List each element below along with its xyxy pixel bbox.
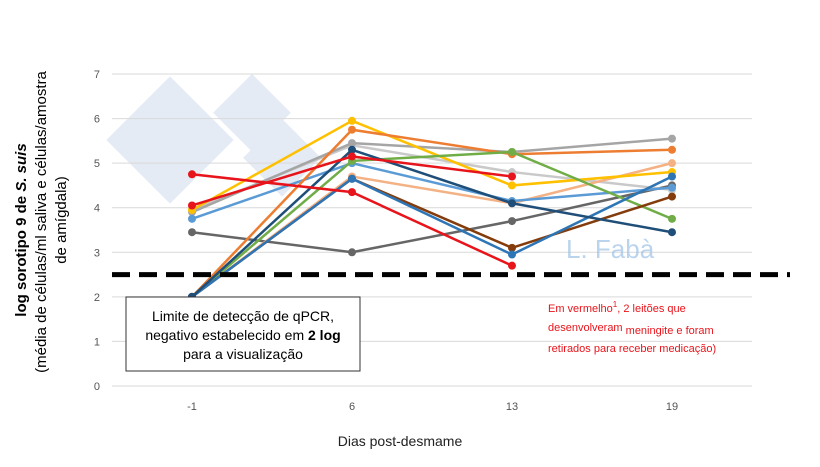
x-tick-label: 19 <box>666 401 678 413</box>
series-line <box>191 119 673 212</box>
data-point <box>348 116 356 125</box>
y-axis-subtitle: (média de células/ml saliva e células/am… <box>33 70 50 372</box>
data-point <box>188 228 196 237</box>
x-axis-title: Dias post-desmame <box>338 433 463 449</box>
note-text: negativo estabelecido em 2 log <box>145 327 340 343</box>
y-axis-title: log sorotipo 9 de S. suis <box>13 143 30 316</box>
data-point <box>668 228 676 237</box>
y-tick-label: 6 <box>94 114 100 126</box>
red-note: meningite e foram <box>623 325 714 337</box>
note-text: Limite de detecção de qPCR, <box>152 308 334 324</box>
data-point <box>668 134 676 143</box>
data-point <box>348 139 356 148</box>
data-point <box>188 214 196 223</box>
data-point <box>508 261 516 270</box>
y-tick-label: 5 <box>94 158 100 170</box>
grid: 0 1 2 3 4 5 6 7 -1 6 13 19 <box>94 69 752 413</box>
data-point <box>508 172 516 181</box>
data-point <box>668 159 676 168</box>
data-point <box>668 145 676 154</box>
data-point <box>668 183 676 192</box>
data-point <box>508 243 516 252</box>
data-point <box>348 174 356 183</box>
y-axis-title: log sorotipo 9 de <box>13 192 30 317</box>
red-note: , 2 leitões que <box>617 303 686 315</box>
x-tick-label: 13 <box>506 401 518 413</box>
red-note: desenvolveram <box>548 322 623 334</box>
data-point <box>668 192 676 201</box>
y-tick-label: 4 <box>94 203 100 215</box>
data-point <box>668 214 676 223</box>
x-tick-label: 6 <box>349 401 355 413</box>
x-tick-label: -1 <box>187 401 197 413</box>
note-text: negativo estabelecido em <box>145 327 308 343</box>
data-point <box>348 152 356 161</box>
y-tick-label: 0 <box>94 381 100 393</box>
data-point <box>188 170 196 179</box>
note-bold: 2 log <box>308 327 341 343</box>
data-point <box>508 250 516 259</box>
data-point <box>188 201 196 210</box>
series-line <box>191 148 673 298</box>
red-note: desenvolveram meningite e foram <box>548 322 714 337</box>
data-point <box>508 181 516 190</box>
note-text: para a visualização <box>183 346 303 362</box>
y-axis-title: S. suis <box>13 143 30 191</box>
data-point <box>348 188 356 197</box>
series-line <box>191 184 673 254</box>
red-note-sup: 1 <box>613 300 618 309</box>
data-point <box>668 172 676 181</box>
red-note: Em vermelho <box>548 303 613 315</box>
data-point <box>348 145 356 154</box>
data-point <box>508 148 516 156</box>
watermark-text: L. Fabà <box>566 234 655 264</box>
data-point <box>508 199 516 208</box>
series-line <box>191 175 673 298</box>
red-note: Em vermelho1, 2 leitões que <box>548 300 686 315</box>
y-tick-label: 3 <box>94 247 100 259</box>
y-tick-label: 1 <box>94 336 100 348</box>
series-line <box>191 161 673 221</box>
series-line <box>191 137 673 214</box>
y-axis-subtitle: de amígdala) <box>53 176 70 264</box>
series-line <box>191 128 673 298</box>
note-box <box>125 296 361 372</box>
data-point <box>508 217 516 226</box>
y-tick-label: 7 <box>94 69 100 81</box>
data-point <box>348 125 356 134</box>
data-point <box>348 248 356 257</box>
series-line <box>191 150 673 298</box>
red-note: retirados para receber medicação) <box>548 343 716 355</box>
y-tick-label: 2 <box>94 292 100 304</box>
